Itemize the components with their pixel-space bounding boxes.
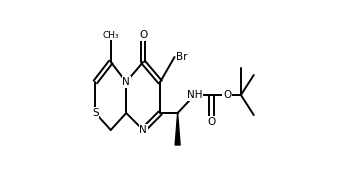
- Text: CH₃: CH₃: [102, 30, 119, 40]
- Text: O: O: [139, 30, 147, 40]
- Polygon shape: [175, 113, 180, 145]
- Text: N: N: [139, 125, 147, 135]
- Text: Br: Br: [176, 52, 188, 62]
- Text: O: O: [223, 90, 231, 100]
- Text: NH: NH: [187, 90, 202, 100]
- Text: N: N: [122, 77, 130, 87]
- Text: S: S: [92, 108, 99, 118]
- Text: O: O: [208, 117, 216, 127]
